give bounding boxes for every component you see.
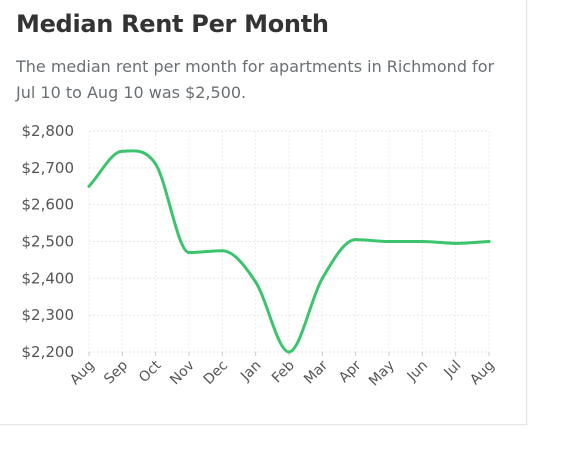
y-tick-label: $2,600 [22,196,75,214]
x-tick-label: May [366,358,398,390]
x-tick-label: Mar [301,357,331,387]
x-tick-label: Aug [67,358,98,389]
data-point [487,240,491,243]
data-point [320,276,324,280]
data-point [154,162,158,166]
y-tick-label: $2,400 [22,269,75,287]
rent-card: Median Rent Per Month The median rent pe… [0,0,527,425]
x-tick-label: Feb [269,357,298,386]
line-chart: $2,800 $2,700 $2,600 $2,500 $2,400 $2,300 $2,2… [22,122,498,389]
x-tick-label: Oct [136,357,165,386]
data-point [87,184,91,188]
x-tick-label: Jun [404,358,431,385]
y-tick-label: $2,500 [22,233,75,251]
x-tick-label: Aug [467,358,498,389]
data-point [387,240,391,243]
y-tick-label: $2,800 [22,122,75,140]
data-point [354,238,358,242]
data-point [120,149,124,153]
data-point [254,280,258,284]
y-tick-label: $2,700 [22,159,75,177]
data-point [287,350,291,354]
x-tick-label: Jul [441,358,465,382]
chart-title: Median Rent Per Month [16,10,329,38]
chart-subtitle: The median rent per month for apartments… [16,57,495,102]
x-tick-label: Sep [101,357,131,387]
series [87,149,491,354]
data-point [187,251,191,255]
grid [88,130,490,353]
data-point [420,240,424,243]
data-point [454,241,458,245]
y-tick-label: $2,200 [22,343,75,361]
x-tick-label: Nov [167,358,198,389]
x-axis: Aug Sep Oct Nov Dec Jan Feb Mar Apr May Jun Jul Aug [67,352,498,389]
y-axis: $2,800 $2,700 $2,600 $2,500 $2,400 $2,300 $2,2… [22,122,75,361]
x-tick-label: Jan [237,358,264,385]
y-tick-label: $2,300 [22,306,75,324]
x-tick-label: Dec [201,358,231,388]
data-point [220,249,224,253]
x-tick-label: Apr [336,357,365,386]
